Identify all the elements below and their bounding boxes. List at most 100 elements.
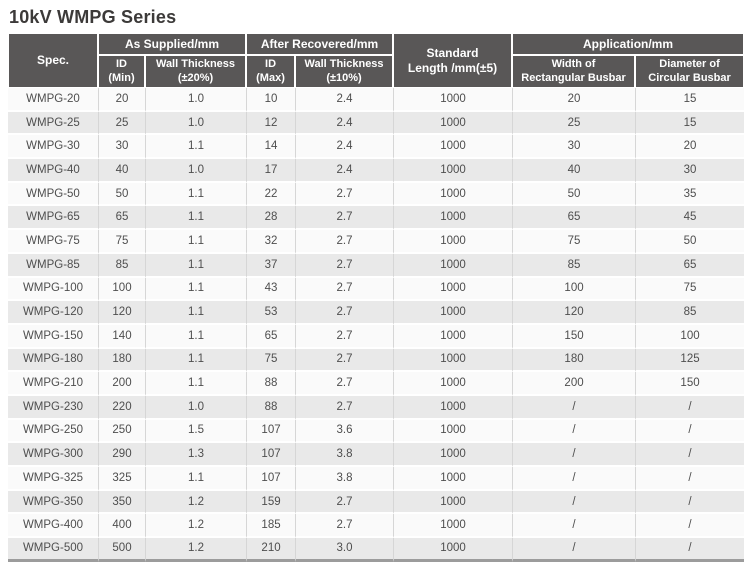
table-row: WMPG-300 290 1.3 107 3.8 1000 / / xyxy=(8,443,745,467)
cell-wall-recovered: 2.4 xyxy=(295,88,394,112)
table-row: WMPG-210 200 1.1 88 2.7 1000 200 150 xyxy=(8,372,745,396)
cell-width-rectangular-busbar: 30 xyxy=(512,135,636,160)
cell-width-rectangular-busbar: 180 xyxy=(512,348,636,373)
table-row: WMPG-230 220 1.0 88 2.7 1000 / / xyxy=(8,395,745,420)
cell-standard-length: 1000 xyxy=(393,419,513,444)
header-spec: Spec. xyxy=(8,33,98,88)
cell-wall-supplied: 1.1 xyxy=(145,135,247,160)
table-row: WMPG-75 75 1.1 32 2.7 1000 75 50 xyxy=(8,230,745,254)
cell-spec: WMPG-150 xyxy=(8,324,98,349)
cell-id-max: 10 xyxy=(246,88,296,112)
header-width-rect-line2: Rectangular Busbar xyxy=(521,71,626,84)
cell-id-min: 20 xyxy=(98,88,145,112)
cell-wall-recovered: 3.0 xyxy=(295,538,394,562)
header-group-application: Application/mm xyxy=(512,33,745,55)
cell-id-min: 85 xyxy=(98,253,145,278)
table-row: WMPG-500 500 1.2 210 3.0 1000 / / xyxy=(8,538,745,562)
cell-id-max: 22 xyxy=(246,182,296,207)
cell-diameter-circular-busbar: 35 xyxy=(635,182,745,207)
header-width-rect-line1: Width of xyxy=(551,57,596,70)
cell-spec: WMPG-40 xyxy=(8,159,98,183)
cell-width-rectangular-busbar: 85 xyxy=(512,253,636,278)
cell-width-rectangular-busbar: 50 xyxy=(512,182,636,207)
table-row: WMPG-25 25 1.0 12 2.4 1000 25 15 xyxy=(8,111,745,136)
cell-wall-recovered: 2.7 xyxy=(295,230,394,254)
cell-wall-recovered: 3.8 xyxy=(295,443,394,467)
cell-diameter-circular-busbar: 125 xyxy=(635,348,745,373)
table-row: WMPG-180 180 1.1 75 2.7 1000 180 125 xyxy=(8,348,745,373)
cell-wall-recovered: 2.4 xyxy=(295,135,394,160)
cell-width-rectangular-busbar: 75 xyxy=(512,230,636,254)
table-row: WMPG-400 400 1.2 185 2.7 1000 / / xyxy=(8,514,745,539)
cell-id-min: 250 xyxy=(98,419,145,444)
cell-standard-length: 1000 xyxy=(393,301,513,325)
cell-wall-supplied: 1.1 xyxy=(145,253,247,278)
cell-id-max: 107 xyxy=(246,443,296,467)
cell-wall-supplied: 1.1 xyxy=(145,324,247,349)
cell-diameter-circular-busbar: 30 xyxy=(635,159,745,183)
cell-width-rectangular-busbar: / xyxy=(512,467,636,491)
cell-diameter-circular-busbar: 65 xyxy=(635,253,745,278)
table-header: Spec. As Supplied/mm After Recovered/mm … xyxy=(8,33,745,88)
cell-id-max: 14 xyxy=(246,135,296,160)
table-body: WMPG-20 20 1.0 10 2.4 1000 20 15 WMPG-25… xyxy=(8,88,745,562)
cell-id-max: 43 xyxy=(246,277,296,302)
cell-standard-length: 1000 xyxy=(393,230,513,254)
cell-id-max: 185 xyxy=(246,514,296,539)
table-row: WMPG-20 20 1.0 10 2.4 1000 20 15 xyxy=(8,88,745,112)
table-row: WMPG-40 40 1.0 17 2.4 1000 40 30 xyxy=(8,159,745,183)
cell-id-min: 180 xyxy=(98,348,145,373)
cell-wall-recovered: 2.4 xyxy=(295,159,394,183)
cell-diameter-circular-busbar: 150 xyxy=(635,372,745,396)
header-wall-supplied-line1: Wall Thickness xyxy=(155,57,236,70)
cell-id-min: 25 xyxy=(98,111,145,136)
header-standard-length: Standard Length /mm(±5) xyxy=(393,33,513,88)
cell-width-rectangular-busbar: 100 xyxy=(512,277,636,302)
header-wall-recovered-line1: Wall Thickness xyxy=(304,57,384,70)
cell-width-rectangular-busbar: 200 xyxy=(512,372,636,396)
spec-table: Spec. As Supplied/mm After Recovered/mm … xyxy=(8,33,745,562)
cell-width-rectangular-busbar: / xyxy=(512,395,636,420)
cell-width-rectangular-busbar: 20 xyxy=(512,88,636,112)
cell-id-min: 325 xyxy=(98,467,145,491)
cell-diameter-circular-busbar: 100 xyxy=(635,324,745,349)
cell-wall-recovered: 2.7 xyxy=(295,253,394,278)
cell-id-max: 53 xyxy=(246,301,296,325)
table-row: WMPG-65 65 1.1 28 2.7 1000 65 45 xyxy=(8,206,745,231)
cell-spec: WMPG-30 xyxy=(8,135,98,160)
header-id-min: ID (Min) xyxy=(98,55,145,88)
header-id-min-line2: (Min) xyxy=(108,71,135,84)
cell-diameter-circular-busbar: 20 xyxy=(635,135,745,160)
header-standard-length-line2: Length /mm(±5) xyxy=(407,60,498,75)
cell-spec: WMPG-100 xyxy=(8,277,98,302)
header-dia-circ-line1: Diameter of xyxy=(659,57,720,70)
cell-id-max: 37 xyxy=(246,253,296,278)
cell-id-max: 75 xyxy=(246,348,296,373)
cell-id-max: 88 xyxy=(246,372,296,396)
cell-id-max: 17 xyxy=(246,159,296,183)
cell-width-rectangular-busbar: / xyxy=(512,443,636,467)
cell-id-min: 100 xyxy=(98,277,145,302)
cell-wall-recovered: 2.4 xyxy=(295,111,394,136)
header-id-max-line1: ID xyxy=(265,57,277,70)
cell-wall-recovered: 2.7 xyxy=(295,490,394,515)
cell-width-rectangular-busbar: 150 xyxy=(512,324,636,349)
cell-diameter-circular-busbar: / xyxy=(635,490,745,515)
cell-id-min: 75 xyxy=(98,230,145,254)
header-id-min-line1: ID xyxy=(116,57,127,70)
cell-spec: WMPG-20 xyxy=(8,88,98,112)
table-row: WMPG-85 85 1.1 37 2.7 1000 85 65 xyxy=(8,253,745,278)
header-group-after-recovered: After Recovered/mm xyxy=(246,33,394,55)
cell-spec: WMPG-85 xyxy=(8,253,98,278)
cell-diameter-circular-busbar: 75 xyxy=(635,277,745,302)
cell-width-rectangular-busbar: 65 xyxy=(512,206,636,231)
cell-spec: WMPG-50 xyxy=(8,182,98,207)
cell-spec: WMPG-230 xyxy=(8,395,98,420)
cell-standard-length: 1000 xyxy=(393,206,513,231)
cell-wall-supplied: 1.1 xyxy=(145,206,247,231)
cell-standard-length: 1000 xyxy=(393,443,513,467)
cell-standard-length: 1000 xyxy=(393,277,513,302)
cell-diameter-circular-busbar: / xyxy=(635,538,745,562)
cell-diameter-circular-busbar: / xyxy=(635,514,745,539)
cell-wall-supplied: 1.0 xyxy=(145,395,247,420)
